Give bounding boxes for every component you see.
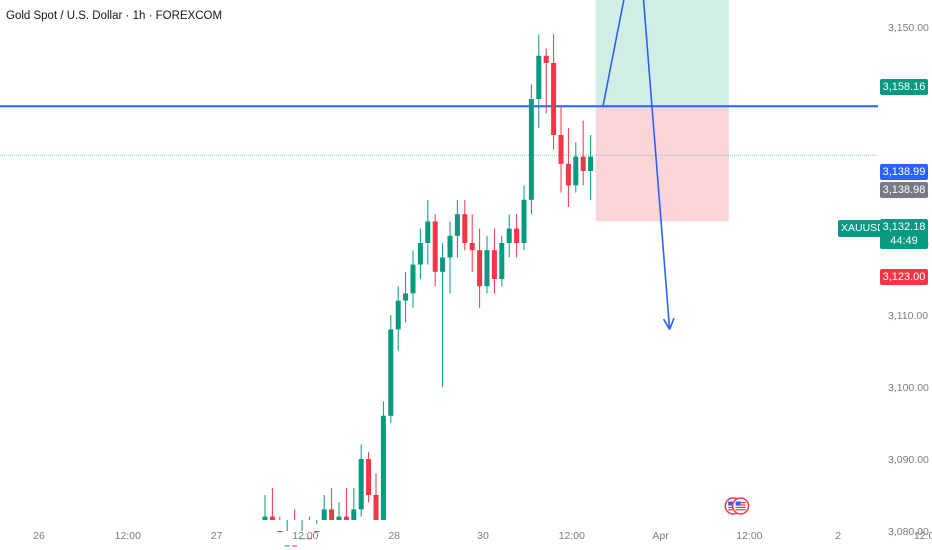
candle-body [462, 214, 468, 243]
arrow-up-projection [602, 0, 625, 107]
y-tick-label: 3,080.00 [888, 526, 929, 538]
bar-countdown: 44:49 [890, 235, 918, 247]
candle-body [380, 415, 386, 520]
loss-zone [595, 106, 729, 222]
last-price-tag: 3,132.18 44:49 [880, 219, 928, 249]
flag-canton [735, 501, 741, 506]
candle-body [521, 199, 527, 243]
x-tick-label: 27 [211, 530, 223, 542]
candle-body [395, 300, 401, 330]
candle-body [388, 329, 394, 416]
candle-body [565, 163, 571, 186]
x-tick-label: 12:00 [736, 530, 762, 542]
candle-body [514, 228, 520, 243]
candle-body [573, 156, 579, 186]
candle-body [484, 250, 490, 287]
candle-body [262, 516, 268, 520]
y-tick-label: 3,090.00 [888, 454, 929, 466]
candle-body [269, 516, 275, 520]
candle-body [366, 459, 372, 495]
arrow-down-projection [642, 0, 671, 330]
candle-body [321, 509, 327, 520]
candle-body [454, 214, 460, 236]
arrow-head [668, 317, 675, 330]
candle-body [410, 264, 416, 294]
candle-body [329, 509, 335, 520]
candle-body [403, 293, 409, 301]
y-tick-label: 3,110.00 [888, 310, 928, 322]
candle-body [491, 250, 497, 279]
flag-stripe [735, 509, 746, 511]
stop-loss-price-tag: 3,123.00 [880, 269, 928, 285]
event-marker-ring [731, 497, 750, 515]
candle-body [351, 509, 357, 520]
candle-body [417, 243, 423, 265]
last-price-value: 3,132.18 [882, 221, 926, 233]
candle-body [284, 545, 290, 547]
title-separator: · [125, 10, 130, 22]
arrow-head [662, 318, 671, 330]
x-tick-label: 30 [477, 530, 489, 542]
y-tick-label: 3,150.00 [888, 22, 929, 34]
candle-body [588, 156, 594, 171]
x-tick-label: 12:00 [115, 530, 141, 542]
interval[interactable]: 1h [132, 10, 146, 22]
candle-body [543, 55, 549, 63]
candle-body [558, 135, 564, 164]
candle-body [373, 495, 379, 520]
exchange: FOREXCOM [155, 10, 223, 22]
x-tick-label: 12:00 [292, 530, 318, 542]
candle-body [425, 221, 431, 243]
symbol-badge: XAUUSD [838, 220, 888, 237]
candle-body [306, 538, 312, 540]
candle-body [499, 243, 505, 279]
x-tick-label: 2 [835, 530, 841, 542]
candle-body [447, 235, 453, 258]
candle-body [336, 516, 342, 520]
flag-canton [728, 501, 734, 506]
candle-body [358, 459, 364, 510]
x-tick-label: 28 [388, 530, 400, 542]
candle-body [277, 531, 283, 532]
x-tick-label: 12:00 [559, 530, 585, 542]
candle-body [536, 55, 542, 99]
symbol-name: Gold Spot / U.S. Dollar [6, 10, 123, 22]
candle-body [299, 538, 305, 540]
x-tick-label: Apr [652, 530, 669, 542]
candle-body [292, 545, 298, 547]
candle-body [343, 516, 349, 520]
entry-position-price-tag: 3,138.98 [880, 182, 928, 198]
candle-body [477, 250, 483, 287]
candle-body [528, 99, 534, 200]
entry-line-price-tag: 3,138.99 [880, 164, 928, 180]
x-tick-label: 12:00 [914, 530, 932, 542]
flag-stripe [735, 506, 746, 508]
candle-body [432, 221, 438, 272]
us-flag-event-icon[interactable] [731, 497, 750, 515]
candle-body [506, 228, 512, 243]
candle-body [469, 243, 475, 251]
x-tick-label: 26 [33, 530, 45, 542]
take-profit-price-tag: 3,158.16 [880, 79, 928, 95]
candle-body [440, 257, 446, 272]
candle-body [551, 63, 557, 135]
title-separator: · [148, 10, 153, 22]
profit-zone [595, 0, 729, 107]
candle-body [580, 156, 586, 171]
chart-title: Gold Spot / U.S. Dollar · 1h · FOREXCOM [6, 10, 222, 22]
candle-body [314, 531, 320, 532]
y-tick-label: 3,100.00 [888, 382, 929, 394]
